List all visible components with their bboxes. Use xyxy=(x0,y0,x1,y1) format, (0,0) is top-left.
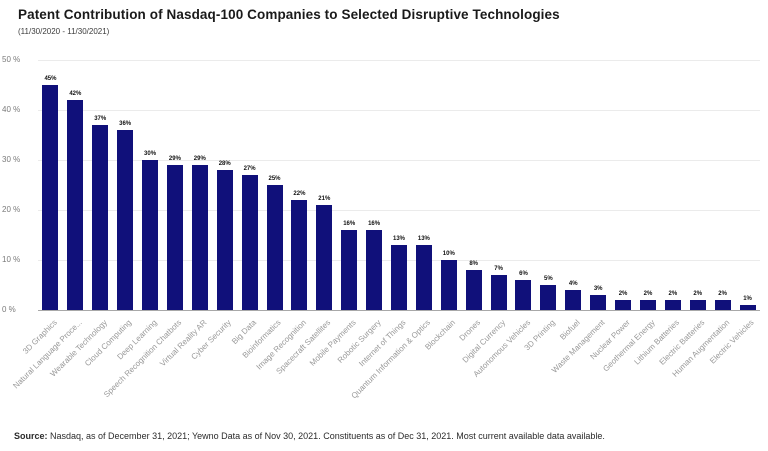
bar-value-label: 2% xyxy=(693,291,703,297)
bar-virtual-reality-ar xyxy=(191,165,208,310)
bar-value-label: 37% xyxy=(94,116,107,122)
gridline xyxy=(38,110,760,111)
bar-mobile-payments xyxy=(341,230,358,310)
bar-value-label: 2% xyxy=(643,291,653,297)
bar-value-label: 7% xyxy=(494,266,503,272)
bar-value-label: 13% xyxy=(417,236,430,242)
chart-subtitle: (11/30/2020 - 11/30/2021) xyxy=(18,27,110,36)
bar-value-label: 13% xyxy=(392,236,405,242)
bar-digital-currency xyxy=(490,275,507,310)
y-axis-tick: 10 % xyxy=(2,255,21,264)
bar-wearable-technology xyxy=(92,125,109,310)
x-axis-category-label: Biofuel xyxy=(557,318,582,342)
bar-cloud-computing xyxy=(117,130,134,310)
bar-3d-graphics xyxy=(42,85,59,310)
bar-geothermal-energy xyxy=(639,300,656,310)
bar-value-label: 2% xyxy=(668,291,678,297)
bar-blockchain xyxy=(440,260,457,310)
bar-value-label: 2% xyxy=(718,291,727,297)
bar-value-label: 16% xyxy=(343,221,356,227)
y-axis-tick: 50 % xyxy=(2,55,21,64)
bar-robotic-surgery xyxy=(366,230,383,310)
bar-value-label: 10% xyxy=(442,251,455,257)
bar-big-data xyxy=(241,175,258,310)
y-axis-tick: 20 % xyxy=(2,205,21,214)
chart-title: Patent Contribution of Nasdaq-100 Compan… xyxy=(18,7,560,22)
bar-value-label: 29% xyxy=(193,156,206,162)
bar-biofuel xyxy=(565,290,582,310)
bar-3d-printing xyxy=(540,285,557,310)
x-axis-labels: 3D Graphics Natural Language Proce... Wear… xyxy=(11,312,760,417)
bar-spacecraft-satellites xyxy=(316,205,333,310)
bar-value-label: 1% xyxy=(743,296,752,302)
gridline xyxy=(38,160,760,161)
y-axis-tick: 40 % xyxy=(2,105,21,114)
bar-waste-management xyxy=(590,295,607,310)
bar-value-label: 22% xyxy=(293,191,306,197)
bar-value-label: 2% xyxy=(618,291,628,297)
bar-lithium-batteries xyxy=(664,300,681,310)
bar-value-label: 16% xyxy=(368,221,381,227)
bar-speech-recognition-chatbots xyxy=(166,165,183,310)
source-label: Source: xyxy=(14,431,48,441)
bar-value-label: 30% xyxy=(144,151,157,157)
bar-value-label: 27% xyxy=(243,166,256,172)
bar-nuclear-power xyxy=(615,300,632,310)
y-axis-tick: 0 % xyxy=(2,305,16,314)
bar-value-label: 21% xyxy=(318,196,331,202)
bar-human-augmentation xyxy=(714,300,731,310)
bar-drones xyxy=(465,270,482,310)
source-text: Nasdaq, as of December 31, 2021; Yewno D… xyxy=(47,431,605,441)
gridline xyxy=(38,60,760,61)
bar-cyber-security xyxy=(216,170,233,310)
bar-value-label: 25% xyxy=(268,176,281,182)
bar-internet-of-things xyxy=(391,245,407,310)
bar-value-label: 28% xyxy=(218,161,231,167)
plot-area: 50 % 40 % 30 % 20 % 10 % 0 % 45% 42% 37% 36% 30% 29… xyxy=(2,55,760,314)
source-note: Source: Nasdaq, as of December 31, 2021;… xyxy=(14,431,605,441)
bar-electric-vehicles xyxy=(739,305,756,310)
bar-image-recognition xyxy=(291,200,308,310)
bar-value-label: 6% xyxy=(519,271,528,277)
bar-electric-batteries xyxy=(689,300,706,310)
bar-value-label: 5% xyxy=(544,276,553,282)
bar-value-label: 3% xyxy=(593,286,603,292)
y-axis-tick: 30 % xyxy=(2,155,21,164)
bar-autonomous-vehicles xyxy=(515,280,532,310)
bar-quantum-information-optics xyxy=(415,245,432,310)
bar-natural-language-proce xyxy=(67,100,84,310)
bar-deep-learning xyxy=(142,160,159,310)
gridline xyxy=(38,210,760,211)
bar-value-label: 42% xyxy=(69,91,82,97)
bar-value-label: 4% xyxy=(568,281,578,287)
gridline xyxy=(38,310,760,311)
bar-value-label: 8% xyxy=(469,261,479,267)
bar-value-label: 29% xyxy=(168,156,181,162)
bar-bioinformatics xyxy=(266,185,283,310)
x-axis-category-label: Electric Vehicles xyxy=(708,318,756,366)
bar-value-label: 36% xyxy=(119,121,132,127)
bar-value-label: 45% xyxy=(44,76,57,82)
